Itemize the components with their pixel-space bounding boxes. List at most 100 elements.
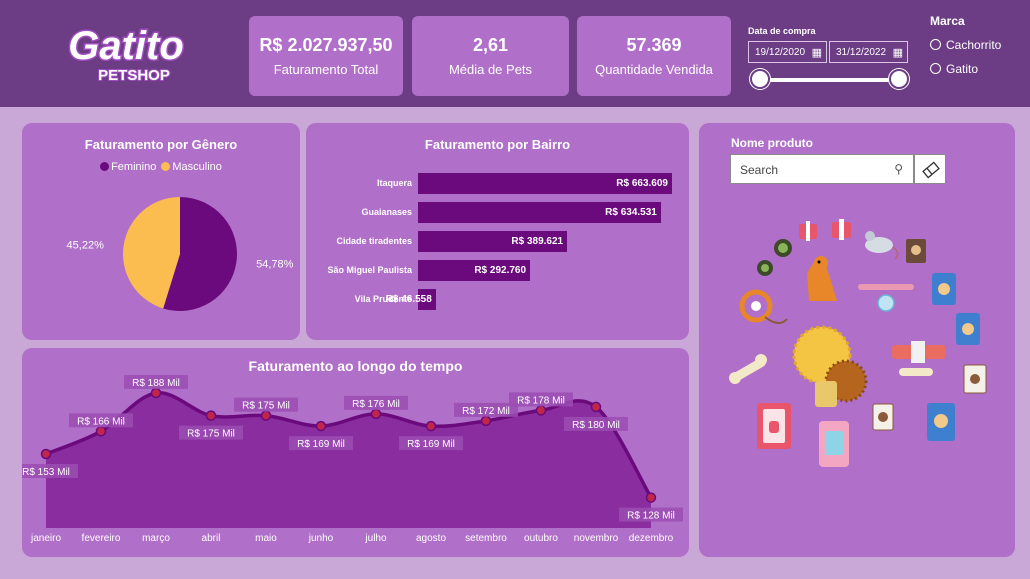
data-point[interactable] [260, 410, 272, 421]
bar-value-label: R$ 634.531 [605, 207, 657, 218]
bar-row[interactable]: Cidade tiradentes R$ 389.621 [306, 231, 689, 252]
data-point[interactable] [425, 420, 437, 432]
data-label: R$ 188 Mil [124, 374, 188, 389]
dog-food-bag-icon[interactable] [932, 273, 956, 305]
date-filter-title: Data de compra [748, 26, 816, 36]
search-input[interactable]: Search ⚲ [730, 154, 914, 184]
bar-category-label: São Miguel Paulista [327, 265, 412, 275]
bar-value-label: R$ 663.609 [616, 178, 668, 189]
svg-text:R$ 172 Mil: R$ 172 Mil [462, 406, 510, 417]
bone-snack-bag-icon[interactable] [757, 403, 791, 449]
data-point[interactable] [590, 401, 602, 413]
x-tick-label: outubro [524, 533, 558, 544]
svg-text:R$ 175 Mil: R$ 175 Mil [242, 401, 290, 412]
dog-food-bag-icon[interactable] [956, 313, 980, 345]
data-label: R$ 172 Mil [454, 402, 518, 417]
pie-chart[interactable]: 54,78% 45,22% [22, 123, 300, 340]
bar-row[interactable]: Itaquera R$ 663.609 [306, 173, 689, 194]
gift-icon[interactable] [799, 221, 817, 241]
calendar-icon[interactable]: ▦ [892, 47, 903, 59]
area-chart[interactable]: R$ 153 Mil janeiro R$ 166 Mil fevereiro R$ 1… [22, 348, 689, 557]
treat-jar-icon[interactable] [815, 381, 837, 407]
bar[interactable]: R$ 292.760 [418, 260, 531, 281]
food-dispenser-icon[interactable] [819, 421, 849, 467]
harness-icon[interactable] [892, 341, 946, 376]
cat-bed-icon[interactable] [757, 260, 773, 276]
end-date-input[interactable]: 31/12/2022 ▦ [829, 41, 908, 63]
bar[interactable]: R$ 46.558 [386, 289, 436, 310]
data-label: R$ 175 Mil [234, 397, 298, 412]
svg-text:R$ 180 Mil: R$ 180 Mil [572, 420, 620, 431]
dog-figure-icon[interactable] [807, 256, 837, 301]
bone-treat-icon[interactable] [729, 354, 767, 384]
search-placeholder: Search [740, 163, 779, 177]
date-slider-start-handle[interactable] [750, 69, 770, 89]
tempo-card: Faturamento ao longo do tempo R$ 153 Mil… [22, 348, 689, 557]
svg-text:R$ 128 Mil: R$ 128 Mil [627, 511, 675, 522]
product-image-cloud[interactable] [699, 123, 1015, 557]
x-tick-label: abril [202, 533, 221, 544]
data-point[interactable] [205, 410, 217, 421]
start-date-input[interactable]: 19/12/2020 ▦ [748, 41, 827, 63]
gift-icon[interactable] [832, 219, 851, 240]
bar[interactable]: R$ 663.609 [418, 173, 672, 194]
x-tick-label: setembro [465, 533, 507, 544]
data-point[interactable] [150, 387, 162, 399]
data-point[interactable] [370, 408, 382, 420]
start-date-value: 19/12/2020 [755, 47, 806, 58]
pet-food-box-icon[interactable] [963, 364, 987, 394]
mouse-toy-icon[interactable] [865, 231, 899, 260]
legend-swatch-feminino [100, 162, 110, 171]
svg-text:R$ 188 Mil: R$ 188 Mil [132, 378, 180, 389]
data-point[interactable] [645, 492, 657, 503]
cat-food-box-icon[interactable] [872, 403, 894, 431]
bar-category-label: Vila Prudente [354, 294, 412, 304]
data-point[interactable] [535, 405, 547, 416]
cage-icon[interactable] [774, 239, 792, 257]
radio-gatito[interactable]: Gatito [930, 62, 978, 76]
date-slider-end-handle[interactable] [889, 69, 909, 89]
bar-row[interactable]: Vila Prudente R$ 46.558 [306, 289, 689, 310]
x-tick-label: maio [255, 533, 277, 544]
data-point[interactable] [480, 415, 492, 427]
data-label: R$ 180 Mil [564, 416, 628, 431]
svg-text:R$ 175 Mil: R$ 175 Mil [187, 429, 235, 440]
bar-value-label: R$ 389.621 [511, 236, 564, 247]
logo-name: Gatito [68, 24, 184, 68]
data-point[interactable] [315, 420, 327, 432]
tempo-title: Faturamento ao longo do tempo [248, 358, 463, 374]
calendar-icon[interactable]: ▦ [811, 47, 822, 59]
kpi-value: R$ 2.027.937,50 [259, 35, 393, 55]
radio-circle-icon[interactable] [930, 63, 941, 74]
kpi-label: Média de Pets [448, 62, 533, 77]
bar-row[interactable]: Guaianases R$ 634.531 [306, 202, 689, 223]
produto-panel: Nome produto Search ⚲ [699, 123, 1015, 557]
pie-slice-feminino[interactable] [163, 197, 237, 311]
bar[interactable]: R$ 389.621 [418, 231, 568, 252]
pie-slice-masculino[interactable] [122, 197, 180, 309]
bar-category-label: Itaquera [376, 178, 412, 188]
collar-icon[interactable] [739, 289, 788, 324]
genero-card: Faturamento por Gênero Feminino Masculin… [22, 123, 300, 340]
radio-cachorrito[interactable]: Cachorrito [930, 38, 1001, 52]
kpi-label: Faturamento Total [273, 62, 379, 77]
cat-food-box-icon[interactable] [906, 239, 926, 263]
bar-row[interactable]: São Miguel Paulista R$ 292.760 [306, 260, 689, 281]
date-slider-track[interactable] [759, 78, 899, 82]
eraser-button[interactable] [914, 154, 946, 184]
data-point[interactable] [40, 448, 52, 460]
pie-legend: Feminino Masculino [22, 161, 300, 173]
genero-title: Faturamento por Gênero [84, 137, 238, 152]
radio-circle-icon[interactable] [930, 39, 941, 50]
dog-food-bag-icon[interactable] [927, 403, 955, 441]
bar[interactable]: R$ 634.531 [418, 202, 661, 223]
wand-toy-icon[interactable] [858, 284, 914, 312]
data-label: R$ 175 Mil [179, 425, 243, 440]
search-icon[interactable]: ⚲ [894, 162, 903, 176]
x-tick-label: agosto [416, 533, 446, 544]
x-tick-label: janeiro [30, 533, 61, 544]
data-label: R$ 166 Mil [69, 413, 133, 428]
legend-swatch-masculino [161, 162, 171, 171]
kpi-label: Quantidade Vendida [595, 62, 713, 77]
data-point[interactable] [95, 426, 107, 437]
